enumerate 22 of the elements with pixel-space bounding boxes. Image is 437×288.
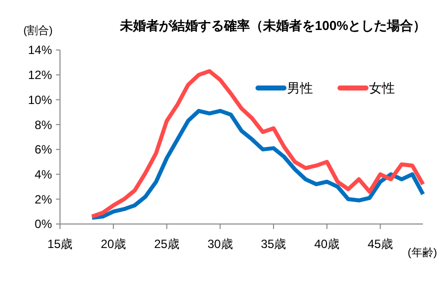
legend-label: 女性 — [369, 80, 395, 96]
x-tick-label: 30歳 — [207, 237, 233, 251]
line-series — [90, 108, 425, 220]
y-tick-label: 6% — [34, 142, 52, 157]
y-tick-label: 0% — [34, 217, 52, 232]
x-tick-label: 40歳 — [314, 237, 340, 251]
x-tick-label: 35歳 — [260, 237, 286, 251]
x-tick-label: 45歳 — [368, 237, 393, 251]
y-axis-title: (割合) — [23, 24, 53, 37]
x-axis-title: (年齢) — [408, 247, 437, 259]
legend-label: 男性 — [287, 80, 313, 96]
y-tick-label: 10% — [28, 92, 52, 107]
line-series — [90, 69, 425, 219]
x-tick-label: 15歳 — [47, 237, 73, 251]
x-tick-label: 20歳 — [100, 237, 126, 251]
y-tick-label: 8% — [34, 118, 52, 132]
y-tick-label: 12% — [28, 68, 52, 82]
x-tick-label: 25歳 — [154, 237, 180, 251]
y-tick-label: 2% — [34, 192, 52, 206]
y-tick-label: 14% — [28, 43, 52, 58]
chart-title: 未婚者が結婚する確率（未婚者を100%とした場合） — [118, 18, 426, 33]
y-tick-label: 4% — [34, 167, 52, 182]
